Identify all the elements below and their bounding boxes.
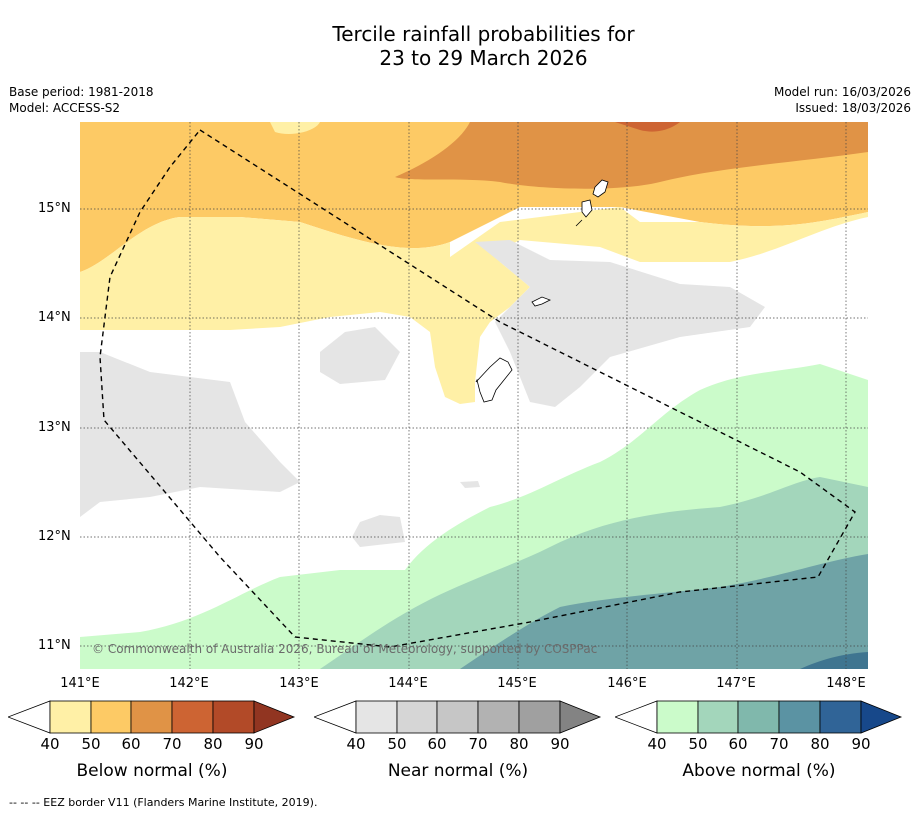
- lat-label: 12°N: [38, 529, 71, 544]
- eez-footnote: -- -- -- EEZ border V11 (Flanders Marine…: [9, 796, 318, 809]
- above-70-80-region: [800, 652, 868, 669]
- above-tick: 70: [769, 735, 789, 753]
- below-swatch: [49, 700, 92, 734]
- lon-label: 143°E: [279, 676, 319, 691]
- lon-label: 146°E: [607, 676, 647, 691]
- lat-label: 11°N: [38, 638, 71, 653]
- saipan-island: [592, 179, 609, 198]
- near-tick: 60: [427, 735, 447, 753]
- below-swatch: [130, 700, 173, 734]
- guam-island: [475, 357, 513, 403]
- above-tick: 40: [647, 735, 667, 753]
- below-70-80-region: [615, 122, 680, 132]
- above-tick: 90: [851, 735, 871, 753]
- near-swatch: [355, 700, 398, 734]
- near-normal-central: [320, 327, 400, 384]
- below-tick: 60: [121, 735, 141, 753]
- above-swatch: [819, 700, 862, 734]
- graticule: [80, 122, 868, 669]
- near-tick: 70: [468, 735, 488, 753]
- model-name: Model: ACCESS-S2: [9, 101, 121, 115]
- model-run: Model run: 16/03/2026: [773, 85, 911, 99]
- colorbar-near: [314, 700, 602, 734]
- lat-label: 13°N: [38, 420, 71, 435]
- near-arrow-low: [314, 700, 357, 734]
- below-tick: 80: [203, 735, 223, 753]
- below-40-50-top: [270, 122, 320, 134]
- title-line-2: 23 to 29 March 2026: [379, 46, 588, 70]
- above-label: Above normal (%): [682, 761, 836, 781]
- near-swatch: [396, 700, 438, 734]
- near-tick: 50: [387, 735, 407, 753]
- below-arrow-high: [253, 700, 296, 734]
- below-swatch: [212, 700, 255, 734]
- above-swatch: [778, 700, 821, 734]
- above-swatch: [656, 700, 699, 734]
- base-period: Base period: 1981-2018: [9, 85, 154, 99]
- lat-label: 15°N: [38, 201, 71, 216]
- near-normal-speck: [460, 481, 480, 488]
- below-tick: 40: [40, 735, 60, 753]
- above-arrow-low: [615, 700, 658, 734]
- near-normal-south: [352, 515, 405, 547]
- above-arrow-high: [860, 700, 903, 734]
- below-arrow-low: [8, 700, 51, 734]
- issued-date: Issued: 18/03/2026: [795, 101, 911, 115]
- below-tick: 50: [81, 735, 101, 753]
- map-panel: © Commonwealth of Australia 2026, Bureau…: [80, 122, 868, 669]
- below-label: Below normal (%): [76, 761, 228, 781]
- near-normal-east: [475, 240, 765, 407]
- lon-label: 147°E: [716, 676, 756, 691]
- below-tick: 90: [244, 735, 264, 753]
- map-title: Tercile rainfall probabilities for 23 to…: [0, 22, 919, 70]
- eez-border: [99, 129, 856, 648]
- above-swatch: [697, 700, 739, 734]
- title-line-1: Tercile rainfall probabilities for: [332, 22, 635, 46]
- lat-label: 14°N: [38, 310, 71, 325]
- near-swatch: [477, 700, 520, 734]
- below-swatch: [90, 700, 132, 734]
- above-swatch: [737, 700, 780, 734]
- rota-island: [531, 296, 551, 307]
- near-label: Near normal (%): [387, 761, 529, 781]
- lon-label: 144°E: [388, 676, 428, 691]
- near-tick: 90: [550, 735, 570, 753]
- above-tick: 60: [728, 735, 748, 753]
- near-tick: 40: [346, 735, 366, 753]
- copyright-text: © Commonwealth of Australia 2026, Bureau…: [92, 642, 597, 656]
- above-tick: 80: [810, 735, 830, 753]
- lon-label: 141°E: [60, 676, 100, 691]
- near-swatch: [518, 700, 561, 734]
- below-tick: 70: [162, 735, 182, 753]
- meta-right: Model run: 16/03/2026 Issued: 18/03/2026: [774, 84, 911, 116]
- lon-label: 148°E: [826, 676, 866, 691]
- above-tick: 50: [688, 735, 708, 753]
- lon-label: 142°E: [169, 676, 209, 691]
- near-arrow-high: [559, 700, 602, 734]
- lon-label: 145°E: [497, 676, 537, 691]
- below-60-70-region: [395, 122, 868, 189]
- near-swatch: [436, 700, 479, 734]
- tinian-island: [581, 199, 593, 218]
- meta-left: Base period: 1981-2018 Model: ACCESS-S2: [9, 84, 154, 116]
- colorbar-below: [8, 700, 296, 734]
- near-tick: 80: [509, 735, 529, 753]
- islet-line: [575, 219, 583, 227]
- colorbar-above: [615, 700, 903, 734]
- below-swatch: [171, 700, 214, 734]
